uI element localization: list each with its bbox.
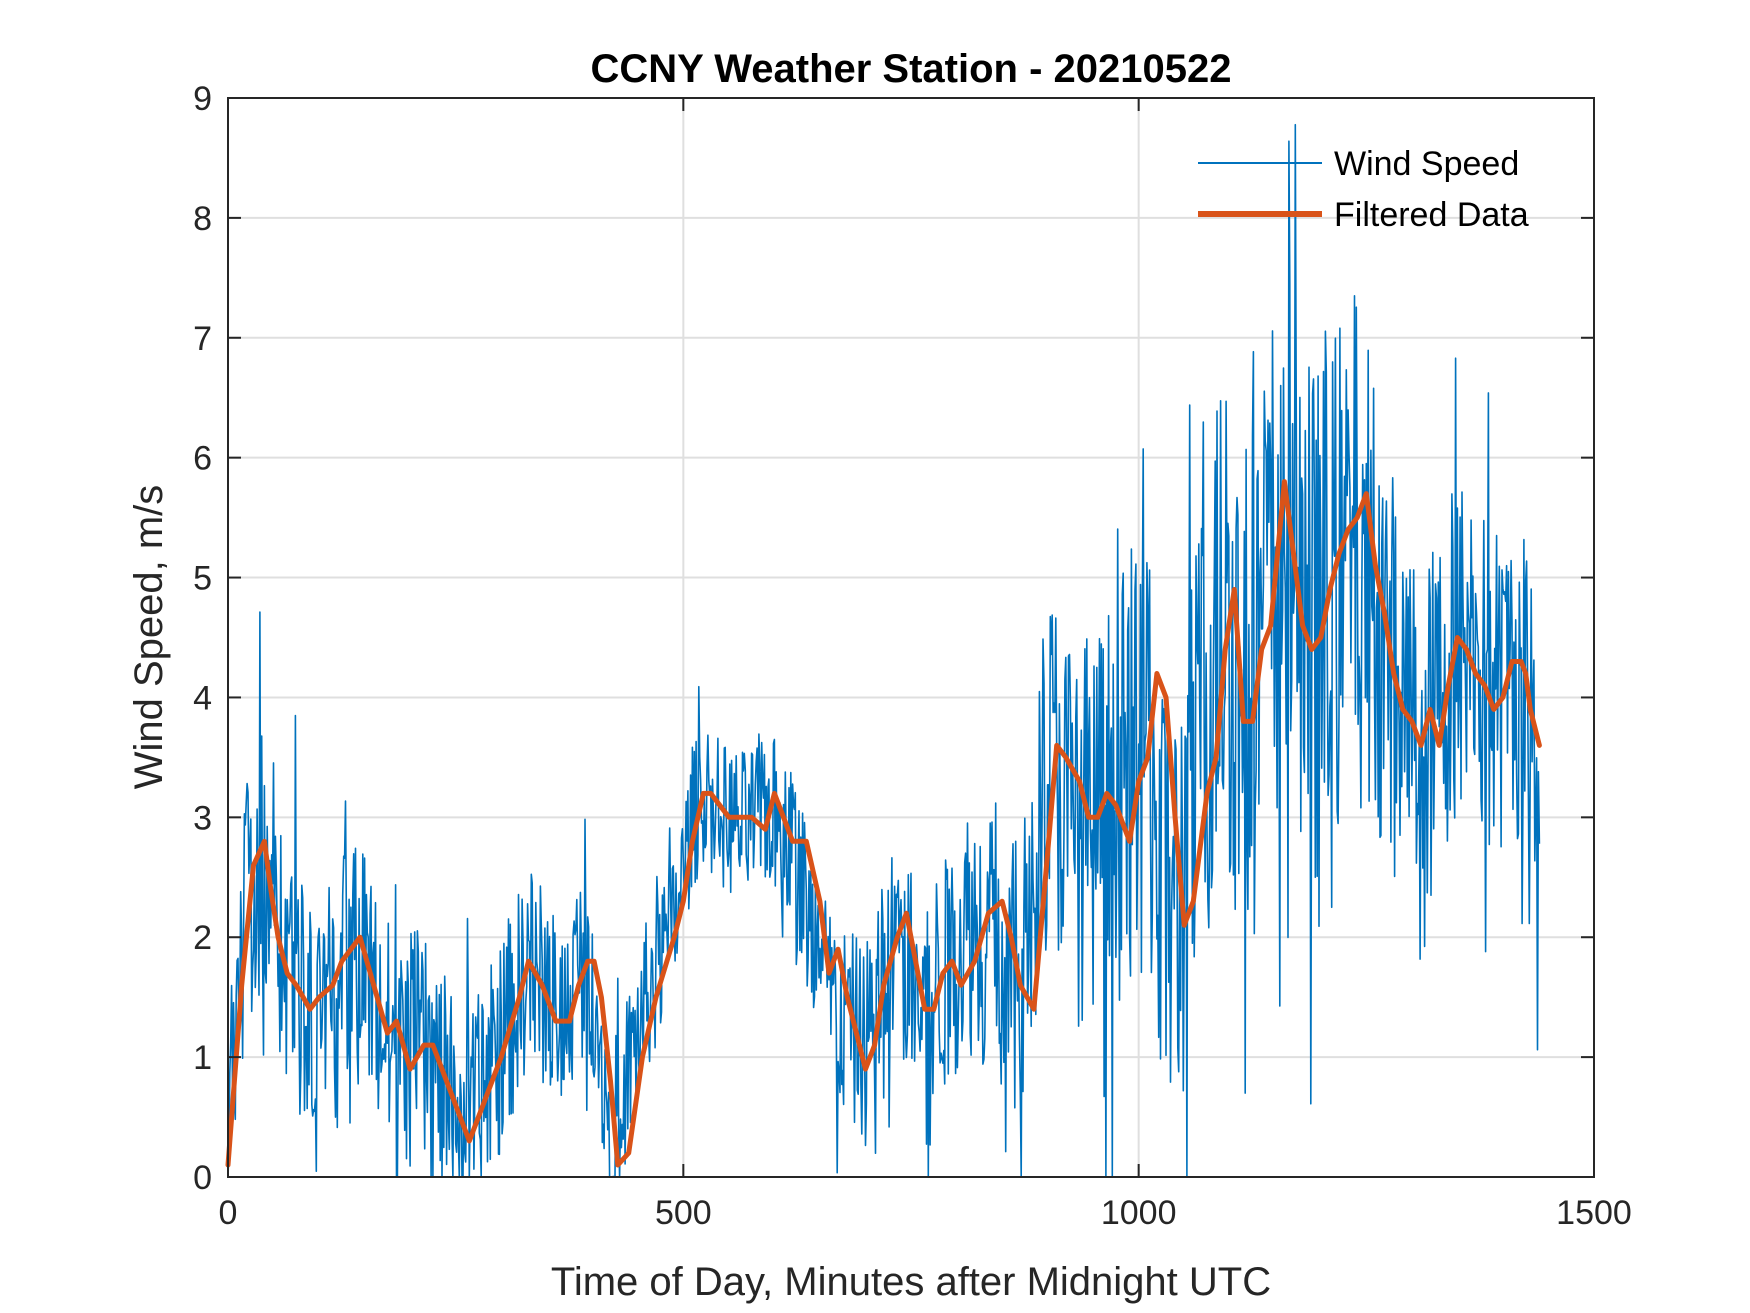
wind-speed-series-group <box>227 123 1541 1178</box>
legend: Wind Speed Filtered Data <box>1198 145 1529 234</box>
y-tick-label: 6 <box>193 440 212 478</box>
x-tick-label: 1500 <box>1556 1194 1632 1232</box>
axis-ticks <box>227 97 1595 1178</box>
x-axis-label: Time of Day, Minutes after Midnight UTC <box>551 1260 1271 1304</box>
x-tick-label: 1000 <box>1101 1194 1177 1232</box>
filtered-data-line <box>225 479 1542 1168</box>
y-tick-label: 2 <box>193 919 212 957</box>
tick-labels: 0 500 1000 1500 0 1 2 3 4 5 6 7 8 9 <box>193 80 1632 1232</box>
filtered-data-series-group <box>225 479 1542 1168</box>
y-tick-label: 7 <box>193 320 212 358</box>
wind-speed-line <box>227 123 1541 1178</box>
y-tick-label: 9 <box>193 80 212 118</box>
y-tick-label: 8 <box>193 200 212 238</box>
plot-frame <box>227 97 1595 1178</box>
y-tick-label: 1 <box>193 1039 212 1077</box>
x-tick-label: 0 <box>219 1194 238 1232</box>
legend-filtered-data-label: Filtered Data <box>1334 196 1529 234</box>
y-tick-label: 4 <box>193 679 212 717</box>
y-tick-label: 0 <box>193 1159 212 1197</box>
y-tick-label: 5 <box>193 560 212 598</box>
y-axis-label: Wind Speed, m/s <box>127 485 171 790</box>
legend-wind-speed-label: Wind Speed <box>1334 145 1519 183</box>
y-tick-label: 3 <box>193 799 212 837</box>
chart-title: CCNY Weather Station - 20210522 <box>591 47 1232 91</box>
x-tick-label: 500 <box>655 1194 712 1232</box>
